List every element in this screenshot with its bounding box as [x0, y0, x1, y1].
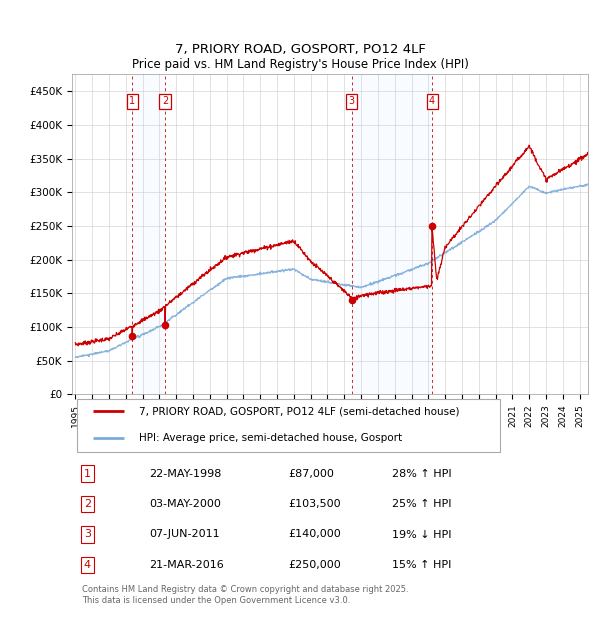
- Text: 07-JUN-2011: 07-JUN-2011: [149, 529, 220, 539]
- Text: £140,000: £140,000: [289, 529, 341, 539]
- Text: Contains HM Land Registry data © Crown copyright and database right 2025.
This d: Contains HM Land Registry data © Crown c…: [82, 585, 409, 604]
- Text: £103,500: £103,500: [289, 499, 341, 509]
- Text: 7, PRIORY ROAD, GOSPORT, PO12 4LF: 7, PRIORY ROAD, GOSPORT, PO12 4LF: [175, 43, 425, 56]
- Text: 4: 4: [84, 560, 91, 570]
- Text: 3: 3: [84, 529, 91, 539]
- Text: 19% ↓ HPI: 19% ↓ HPI: [392, 529, 451, 539]
- FancyBboxPatch shape: [77, 399, 500, 452]
- Text: 28% ↑ HPI: 28% ↑ HPI: [392, 469, 452, 479]
- Text: 1: 1: [129, 96, 135, 107]
- Text: 03-MAY-2000: 03-MAY-2000: [149, 499, 221, 509]
- Text: 22-MAY-1998: 22-MAY-1998: [149, 469, 222, 479]
- Text: HPI: Average price, semi-detached house, Gosport: HPI: Average price, semi-detached house,…: [139, 433, 402, 443]
- Text: 7, PRIORY ROAD, GOSPORT, PO12 4LF (semi-detached house): 7, PRIORY ROAD, GOSPORT, PO12 4LF (semi-…: [139, 406, 460, 417]
- Text: 15% ↑ HPI: 15% ↑ HPI: [392, 560, 451, 570]
- Text: 25% ↑ HPI: 25% ↑ HPI: [392, 499, 451, 509]
- Text: Price paid vs. HM Land Registry's House Price Index (HPI): Price paid vs. HM Land Registry's House …: [131, 58, 469, 71]
- Text: £87,000: £87,000: [289, 469, 335, 479]
- Text: 2: 2: [162, 96, 168, 107]
- Text: 4: 4: [429, 96, 435, 107]
- Bar: [132, 74, 165, 394]
- Text: 21-MAR-2016: 21-MAR-2016: [149, 560, 224, 570]
- Text: 2: 2: [84, 499, 91, 509]
- Text: 1: 1: [84, 469, 91, 479]
- Text: 3: 3: [349, 96, 355, 107]
- Text: £250,000: £250,000: [289, 560, 341, 570]
- Bar: [352, 74, 432, 394]
